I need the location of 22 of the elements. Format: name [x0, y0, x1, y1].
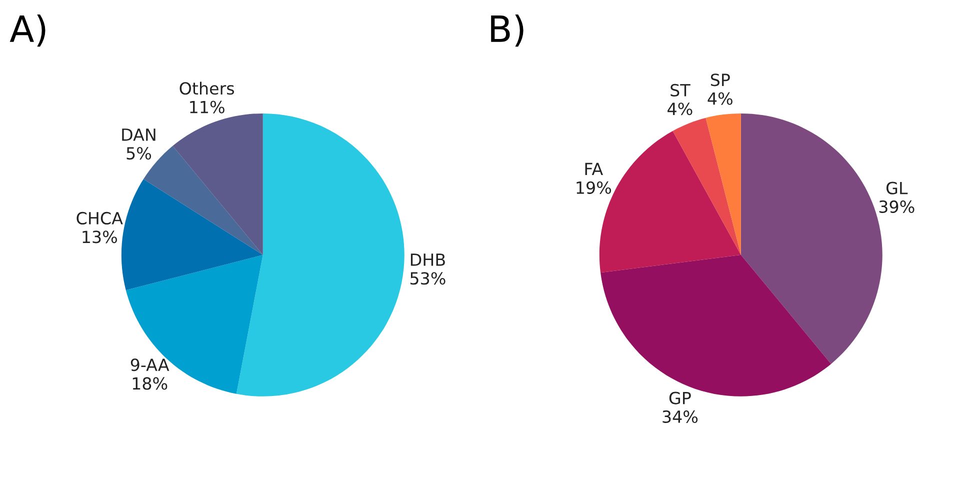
data-label: 19% [576, 181, 612, 194]
data-label: 4% [708, 92, 732, 105]
slice-label: CHCA [76, 212, 123, 225]
data-label: 34% [662, 410, 698, 424]
data-label: 18% [132, 377, 168, 390]
slice-label: FA [585, 162, 603, 176]
slice-label: DAN [122, 128, 156, 141]
data-label: 5% [126, 147, 152, 160]
chart-title: A) [10, 14, 46, 47]
slice-label: Others [180, 82, 234, 95]
slice-label: 9-AA [130, 358, 170, 372]
slice-label: ST [670, 84, 690, 97]
data-label: 4% [668, 102, 692, 116]
data-label: 13% [82, 230, 117, 244]
slice-label: SP [710, 74, 730, 86]
slice-label: GL [886, 182, 908, 194]
data-label: 11% [190, 100, 224, 114]
slice-label: GP [669, 392, 691, 404]
slice-label: DHB [410, 254, 445, 266]
chart-title: B) [491, 14, 524, 47]
data-label: 39% [879, 200, 914, 214]
data-label: 53% [410, 272, 446, 285]
